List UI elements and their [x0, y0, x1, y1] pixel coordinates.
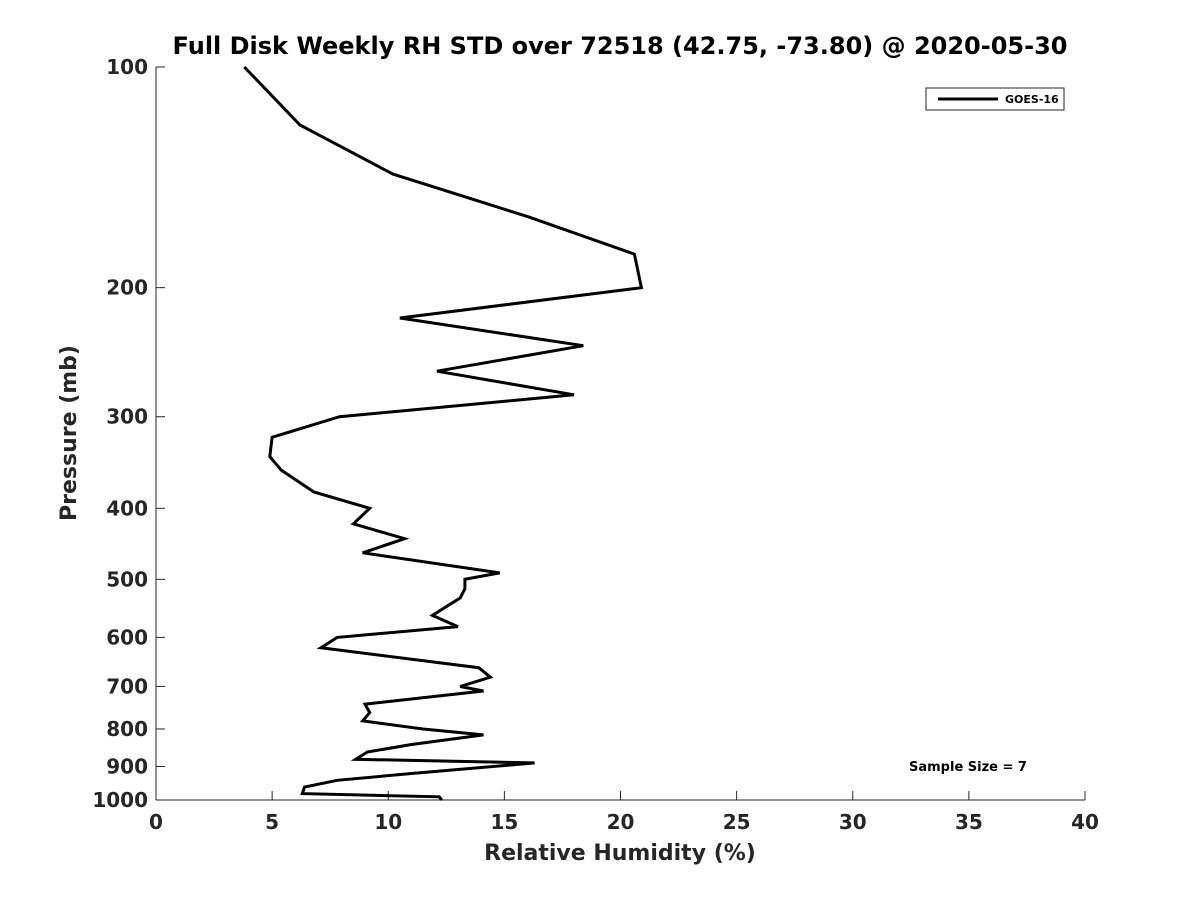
x-tick-label: 30 — [839, 810, 867, 834]
series-layer — [243, 65, 644, 801]
sample-size-annotation: Sample Size = 7 — [909, 760, 1027, 775]
x-tick-label: 15 — [490, 810, 518, 834]
x-tick-label: 20 — [607, 810, 635, 834]
x-tick-label: 10 — [374, 810, 402, 834]
y-tick-label: 300 — [106, 405, 148, 429]
y-tick-label: 600 — [106, 625, 148, 649]
plot-frame — [155, 67, 1085, 801]
legend: GOES-16 — [925, 87, 1065, 111]
x-tick-label: 5 — [265, 810, 279, 834]
legend-label-goes-16: GOES-16 — [1005, 93, 1059, 106]
x-tick-label: 35 — [955, 810, 983, 834]
y-tick-label: 100 — [106, 55, 148, 79]
y-tick-label: 500 — [106, 567, 148, 591]
x-ticks: 0 5 10 15 20 25 30 35 40 — [149, 791, 1099, 834]
x-tick-label: 40 — [1071, 810, 1099, 834]
x-tick-label: 0 — [149, 810, 163, 834]
chart-title: Full Disk Weekly RH STD over 72518 (42.7… — [173, 32, 1068, 60]
x-axis-label: Relative Humidity (%) — [484, 841, 756, 866]
series-line-goes-16 — [243, 65, 644, 801]
y-tick-label: 400 — [106, 496, 148, 520]
y-tick-label: 800 — [106, 717, 148, 741]
y-tick-label: 1000 — [92, 788, 148, 812]
y-axis-label: Pressure (mb) — [57, 345, 82, 521]
x-tick-label: 25 — [723, 810, 751, 834]
y-ticks: 100 200 300 400 500 600 700 800 900 1000 — [92, 55, 165, 812]
y-tick-label: 900 — [106, 754, 148, 778]
y-tick-label: 200 — [106, 276, 148, 300]
y-tick-label: 700 — [106, 674, 148, 698]
